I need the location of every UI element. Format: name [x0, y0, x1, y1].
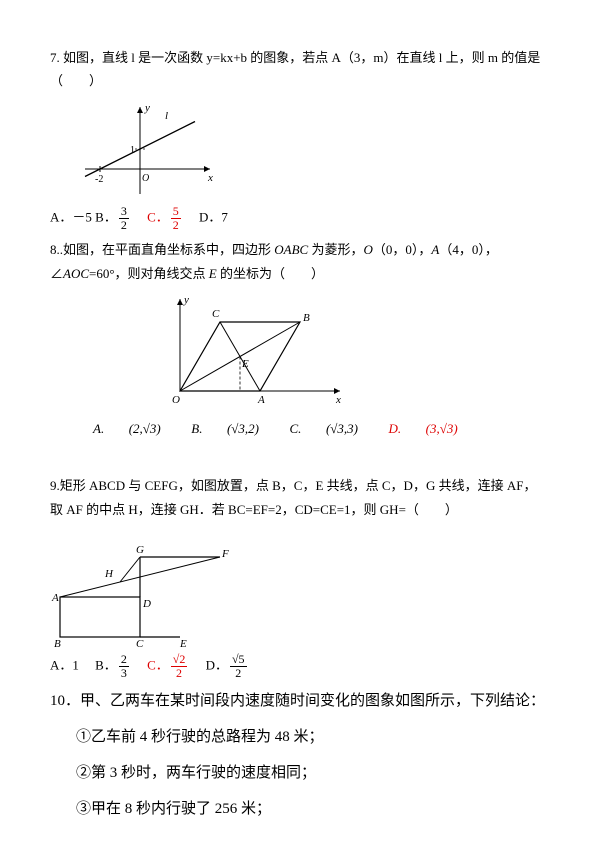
- q7-optC-prefix: C．: [134, 209, 169, 224]
- q10: 10．甲、乙两车在某时间段内速度随时间变化的图象如图所示，下列结论： ①乙车前 …: [50, 686, 545, 824]
- q9-C: C: [136, 638, 144, 647]
- q7-optD-prefix: D．: [186, 209, 221, 224]
- q10-l2: ②第 3 秒时，两车行驶的速度相同；: [76, 758, 545, 788]
- q9-optA: 1: [72, 658, 79, 673]
- q8-B: B: [303, 312, 310, 324]
- q9-optA-p: A．: [50, 658, 72, 673]
- q8-options: A. (2,√3) B. (√3,2) C. (√3,3) D. (3,√3): [50, 417, 545, 440]
- q9-svg: A B C D E F G H: [50, 527, 230, 647]
- q9-D: D: [142, 598, 151, 610]
- q10-l3: ③甲在 8 秒内行驶了 256 米；: [76, 794, 545, 824]
- q7-optA-val: －5: [72, 209, 92, 224]
- q9-F: F: [221, 548, 229, 560]
- q8-A: A: [257, 394, 265, 406]
- q9-H: H: [104, 568, 114, 580]
- q8-O: O: [172, 394, 180, 406]
- q9-G: G: [136, 544, 144, 556]
- q7-optC-frac: 52: [169, 205, 183, 232]
- q9-optD-p: D．: [193, 658, 228, 673]
- q7-optB-prefix: B．: [95, 209, 117, 224]
- q9-stem: 9.矩形 ABCD 与 CEFG，如图放置，点 B，C，E 共线，点 C，D，G…: [50, 474, 545, 521]
- q7-optA-prefix: A．: [50, 209, 72, 224]
- q8-optB: (√3,2): [227, 421, 259, 436]
- q8-y: y: [183, 294, 189, 306]
- q7-svg: -2 O 1 x y l: [80, 99, 220, 199]
- q8-optD: (3,√3): [426, 421, 458, 436]
- q8-x: x: [335, 394, 341, 406]
- q7-stem: 7. 如图，直线 l 是一次函数 y=kx+b 的图象，若点 A（3，m）在直线…: [50, 46, 545, 93]
- q9-A: A: [51, 592, 59, 604]
- q7-options: A．－5 B．32 C．52 D．7: [50, 205, 545, 232]
- q7-xlabel: x: [207, 172, 213, 184]
- q9-optC-p: C．: [134, 658, 169, 673]
- q7-l: l: [165, 110, 168, 122]
- q8-graph: O A B C E y x: [150, 291, 545, 411]
- q7-graph: -2 O 1 x y l: [80, 99, 545, 199]
- q8-stem: 8..如图，在平面直角坐标系中，四边形 OABC 为菱形，O（0，0），A（4，…: [50, 238, 545, 285]
- q8-optA-p: A.: [93, 421, 104, 436]
- q8-optC: (√3,3): [326, 421, 358, 436]
- q9-options: A．1 B．23 C．√22 D．√52: [50, 653, 545, 680]
- q7-ylabel: y: [144, 102, 150, 114]
- q9-B: B: [54, 638, 61, 647]
- q7-optD-val: 7: [221, 209, 228, 224]
- q8-optC-p: C.: [290, 421, 302, 436]
- q9-optB-p: B．: [82, 658, 117, 673]
- q8-C: C: [212, 308, 220, 320]
- q8-E: E: [241, 358, 249, 370]
- q8-optD-p: D.: [388, 421, 401, 436]
- q9-graph: A B C D E F G H: [50, 527, 545, 647]
- q9-optB-f: 23: [117, 653, 131, 680]
- q9-E: E: [179, 638, 187, 647]
- q9-optC-f: √22: [169, 653, 190, 680]
- q7-neg2: -2: [95, 174, 103, 185]
- q8-svg: O A B C E y x: [150, 291, 350, 411]
- q7-origin: O: [142, 173, 149, 184]
- q10-stem: 10．甲、乙两车在某时间段内速度随时间变化的图象如图所示，下列结论：: [50, 686, 545, 716]
- q8-optA: (2,√3): [129, 421, 161, 436]
- q7-optB-frac: 32: [117, 205, 131, 232]
- q8-optB-p: B.: [191, 421, 202, 436]
- q7-one: 1: [130, 145, 135, 156]
- q9-optD-f: √52: [228, 653, 249, 680]
- q10-l1: ①乙车前 4 秒行驶的总路程为 48 米；: [76, 722, 545, 752]
